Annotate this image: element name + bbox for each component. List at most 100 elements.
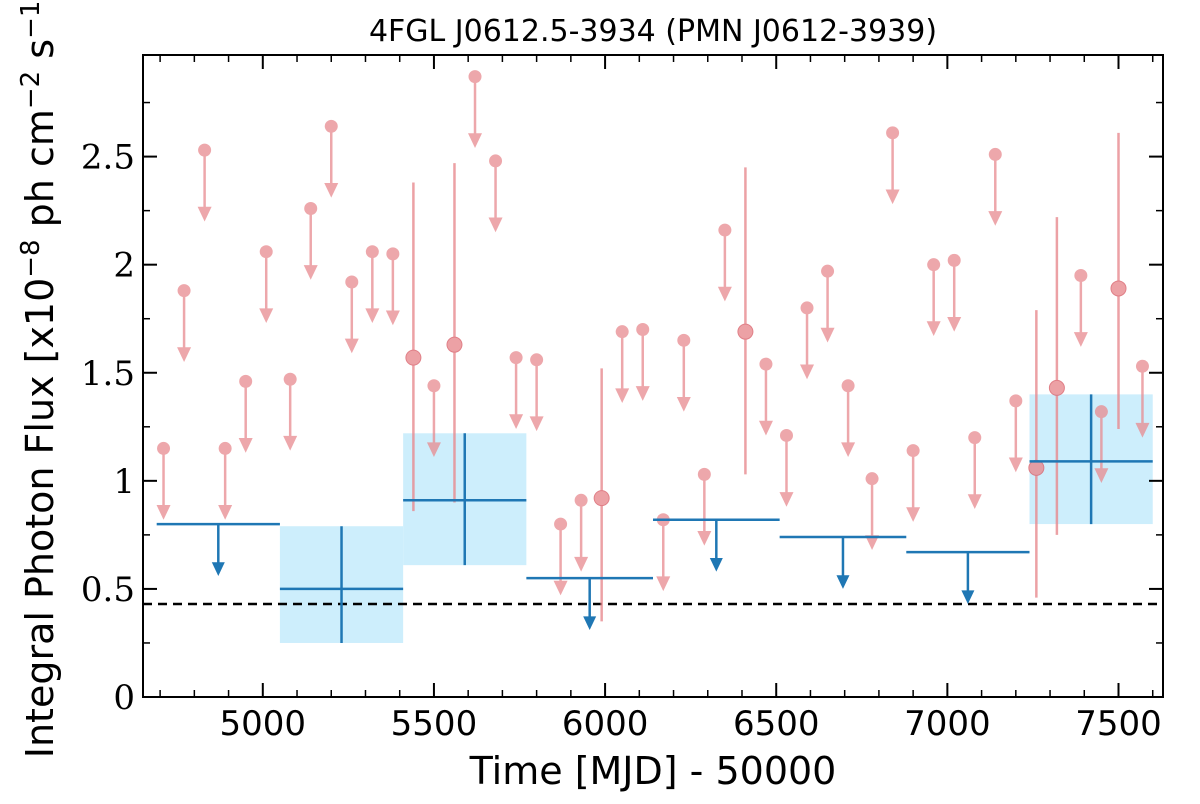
upper-limit-marker (530, 353, 544, 367)
upper-limit-arrowhead (820, 327, 835, 343)
upper-limit-marker (968, 431, 982, 445)
upper-limit-arrowhead (365, 308, 380, 324)
upper-limit-arrowhead (1094, 468, 1109, 483)
upper-limit-marker (554, 517, 568, 531)
short-bin-upper-limit (156, 441, 171, 520)
short-bin-detection (1028, 310, 1045, 598)
short-bin-upper-limit (1008, 394, 1023, 473)
upper-limit-marker (677, 333, 691, 347)
upper-limit-arrowhead (156, 505, 171, 520)
short-bin-upper-limit (509, 351, 524, 429)
long-bin-upper-limit-arrowhead (961, 590, 975, 605)
upper-limit-marker (779, 428, 793, 442)
upper-limit-marker (821, 264, 835, 278)
y-tick-label: 0.5 (81, 570, 135, 610)
short-bin-upper-limit (906, 444, 921, 522)
short-bin-upper-limit (676, 333, 691, 412)
y-tick-label: 2 (113, 246, 135, 286)
long-bin-upper-limit-arrowhead (836, 575, 850, 589)
upper-limit-arrowhead (509, 414, 524, 429)
y-tick-label: 0 (113, 678, 135, 718)
upper-limit-marker (157, 441, 171, 455)
upper-limit-arrowhead (283, 435, 298, 451)
upper-limit-arrowhead (779, 492, 794, 507)
upper-limit-arrowhead (426, 442, 441, 458)
upper-limit-arrowhead (1008, 457, 1023, 473)
upper-limit-arrowhead (635, 386, 650, 401)
upper-limit-arrowhead (259, 308, 274, 324)
upper-limit-arrowhead (574, 556, 589, 572)
short-bin-upper-limit (615, 325, 630, 404)
upper-limit-marker (283, 372, 297, 386)
upper-limit-arrowhead (656, 576, 671, 592)
upper-limit-arrowhead (906, 507, 921, 522)
upper-limit-arrowhead (303, 265, 318, 280)
upper-limit-arrowhead (697, 530, 712, 546)
upper-limit-marker (259, 245, 273, 259)
y-axis-title-exp2: −2 (16, 71, 46, 109)
short-bin-upper-limit (574, 493, 589, 572)
upper-limit-arrowhead (885, 189, 900, 205)
upper-limit-marker (345, 275, 359, 289)
short-bin-upper-limit (218, 441, 233, 520)
y-axis-title-prefix: Integral Photon Flux [x10 (18, 278, 62, 759)
upper-limit-arrowhead (947, 316, 962, 332)
upper-limit-arrowhead (758, 420, 773, 436)
upper-limit-arrowhead (615, 388, 630, 404)
short-bin-upper-limit (926, 258, 941, 337)
y-axis-title-exp3: −1 (16, 1, 46, 39)
short-bin-upper-limit (885, 126, 900, 205)
short-bin-detection (405, 182, 422, 512)
upper-limit-arrowhead (676, 396, 691, 412)
short-bin-upper-limit (988, 147, 1003, 226)
upper-limit-marker (988, 147, 1002, 161)
detection-marker (446, 336, 463, 353)
upper-limit-marker (800, 301, 814, 315)
upper-limit-arrowhead (553, 580, 568, 596)
short-bin-detection (1048, 217, 1065, 535)
upper-limit-marker (759, 357, 773, 371)
upper-limit-marker (177, 284, 191, 298)
short-bin-upper-limit (717, 223, 732, 302)
axes: 5000 5500 6000 6500 7000 7500 0 0.5 1 1.5 2 2.5 (81, 54, 1164, 744)
y-axis-title: Integral Photon Flux [x10−8 ph cm−2 s−1] (16, 0, 62, 758)
upper-limit-marker (886, 126, 900, 140)
detection-marker (405, 349, 422, 366)
plot-frame (142, 54, 1164, 698)
short-bin-upper-limit (841, 379, 856, 458)
long-bin-upper-limit-arrowhead (709, 557, 723, 572)
upper-limit-arrowhead (218, 505, 233, 520)
upper-limit-arrowhead (344, 338, 359, 354)
upper-limit-marker (489, 154, 503, 168)
detection-marker (737, 323, 754, 340)
y-axis-title-mid: ph cm (18, 109, 62, 239)
short-bin-upper-limit (177, 284, 192, 362)
upper-limit-marker (218, 441, 232, 455)
detection-marker (1110, 280, 1127, 297)
short-bin-detection (446, 163, 463, 503)
upper-limit-arrowhead (468, 133, 483, 148)
short-bin-upper-limit (800, 301, 815, 380)
short-bin-upper-limit (468, 70, 483, 148)
short-bin-upper-limit (697, 467, 712, 546)
x-tick-label: 7000 (904, 704, 991, 744)
x-tick-label: 5500 (391, 704, 478, 744)
upper-limit-arrowhead (926, 321, 941, 337)
short-bin-upper-limit (365, 245, 380, 324)
y-axis-title-suffix: ] (18, 0, 62, 1)
upper-limit-arrowhead (967, 494, 982, 509)
short-bin-upper-limit (820, 264, 835, 343)
upper-limit-arrowhead (1135, 422, 1150, 438)
upper-limit-marker (1009, 394, 1023, 408)
x-tick-label: 7500 (1075, 704, 1162, 744)
y-tick-label: 2.5 (81, 138, 135, 178)
upper-limit-arrowhead (488, 217, 503, 233)
short-bin-upper-limit (344, 275, 359, 354)
upper-limit-arrowhead (841, 442, 856, 458)
short-bin-upper-limit (635, 323, 650, 401)
short-bin-upper-limit (385, 247, 400, 326)
long-bin-upper-limit-arrowhead (583, 616, 597, 630)
upper-limit-marker (509, 351, 523, 365)
